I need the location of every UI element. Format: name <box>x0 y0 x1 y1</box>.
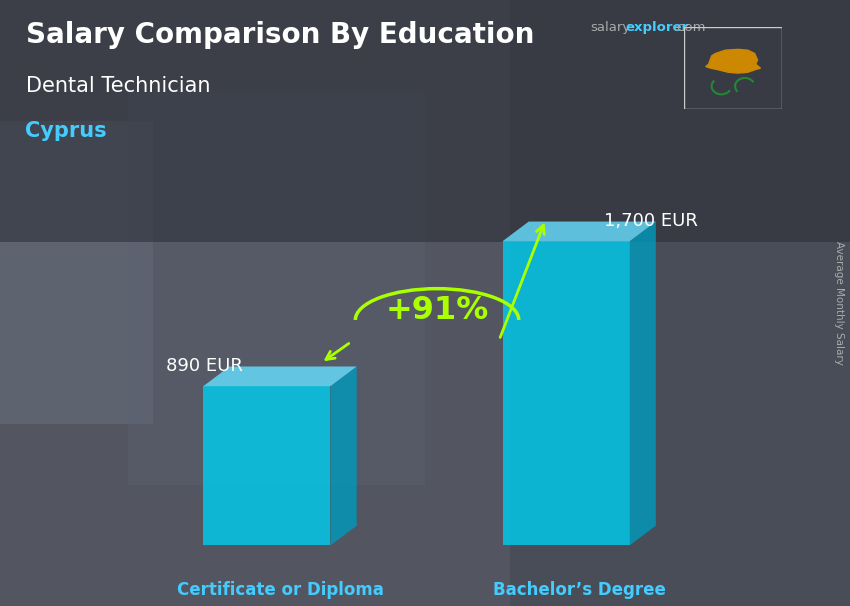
Polygon shape <box>502 222 656 241</box>
Text: Average Monthly Salary: Average Monthly Salary <box>834 241 844 365</box>
Text: 1,700 EUR: 1,700 EUR <box>604 211 697 230</box>
Bar <box>0 0 850 242</box>
Text: Cyprus: Cyprus <box>26 121 107 141</box>
Polygon shape <box>502 241 630 545</box>
Bar <box>128 91 425 485</box>
Text: .com: .com <box>674 21 706 34</box>
Polygon shape <box>203 386 331 545</box>
Text: +91%: +91% <box>385 295 489 326</box>
Bar <box>0 121 153 424</box>
Bar <box>510 0 850 606</box>
Text: 890 EUR: 890 EUR <box>166 358 243 376</box>
Text: Salary Comparison By Education: Salary Comparison By Education <box>26 21 534 49</box>
Polygon shape <box>630 222 656 545</box>
Text: explorer: explorer <box>626 21 689 34</box>
Text: Certificate or Diploma: Certificate or Diploma <box>177 581 383 599</box>
Text: Dental Technician: Dental Technician <box>26 76 210 96</box>
Polygon shape <box>331 367 357 545</box>
Polygon shape <box>203 367 357 386</box>
Text: Bachelor’s Degree: Bachelor’s Degree <box>493 581 666 599</box>
Polygon shape <box>706 49 761 73</box>
Text: salary: salary <box>591 21 631 34</box>
